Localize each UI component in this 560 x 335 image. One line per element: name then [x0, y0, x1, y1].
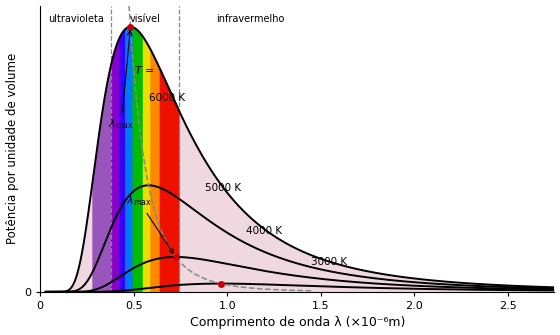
Text: $\lambda_\mathrm{max}$: $\lambda_\mathrm{max}$ — [126, 194, 174, 254]
Text: 3000 K: 3000 K — [311, 257, 347, 267]
Text: visível: visível — [129, 14, 160, 24]
Text: 4000 K: 4000 K — [246, 225, 282, 236]
Text: ultravioleta: ultravioleta — [48, 14, 104, 24]
Text: infravermelho: infravermelho — [216, 14, 284, 24]
Text: 6000 K: 6000 K — [148, 93, 185, 103]
Text: $\lambda_\mathrm{max}$: $\lambda_\mathrm{max}$ — [109, 31, 134, 131]
X-axis label: Comprimento de onda λ (×10⁻⁶m): Comprimento de onda λ (×10⁻⁶m) — [190, 317, 405, 329]
Text: $T$ =: $T$ = — [134, 64, 154, 76]
Text: 5000 K: 5000 K — [205, 183, 241, 193]
Y-axis label: Potência por unidade de volume: Potência por unidade de volume — [6, 53, 18, 244]
